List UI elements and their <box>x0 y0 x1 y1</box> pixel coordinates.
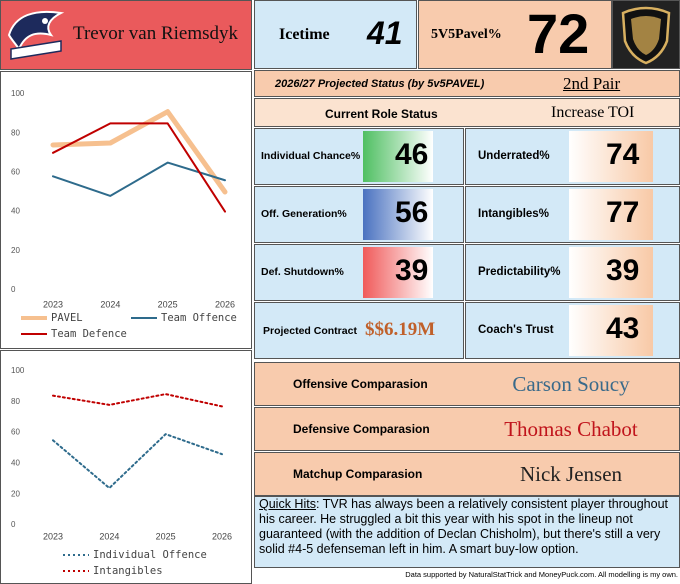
team-logo <box>7 10 65 60</box>
icetime-label: Icetime <box>279 26 330 43</box>
quick-hits-label: Quick Hits <box>259 497 316 511</box>
quick-hits-text: : TVR has always been a relatively consi… <box>259 497 668 556</box>
metric-value: 74 <box>606 138 640 171</box>
series-line <box>52 122 226 213</box>
metric-label: Individual Chance% <box>261 150 361 162</box>
comparison-player: Thomas Chabot <box>504 417 638 441</box>
metric-value: 46 <box>395 138 429 171</box>
comparison-row: Defensive Comparasion Thomas Chabot <box>254 407 680 451</box>
metric-cell: Projected Contract $$6.19M <box>254 302 464 359</box>
y-tick-label: 60 <box>11 428 20 437</box>
contract-value: $$6.19M <box>365 319 436 340</box>
metric-label: Predictability% <box>478 266 561 278</box>
metric-bar <box>569 131 653 182</box>
x-tick-label: 2026 <box>212 531 232 541</box>
metric-label: Coach's Trust <box>478 324 554 336</box>
series-line <box>52 161 226 197</box>
metric-bar <box>363 247 433 298</box>
metric-value: 43 <box>606 312 640 345</box>
metric-cell: Coach's Trust 43 <box>465 302 680 359</box>
quick-hits: Quick Hits: TVR has always been a relati… <box>254 496 680 568</box>
metric-bar <box>363 131 433 182</box>
projection-row: 2026/27 Projected Status (by 5v5PAVEL) 2… <box>254 70 680 97</box>
metric-bar <box>569 189 653 240</box>
metric-bar <box>569 247 653 298</box>
metric-cell: Off. Generation% 56 <box>254 186 464 243</box>
league-logo <box>612 0 680 69</box>
x-tick-label: 2025 <box>156 531 176 541</box>
pavel-value: 72 <box>527 2 590 65</box>
y-tick-label: 80 <box>11 397 20 406</box>
x-tick-label: 2023 <box>43 531 63 541</box>
metric-cell: Intangibles% 77 <box>465 186 680 243</box>
projection-label: 2026/27 Projected Status (by 5v5PAVEL) <box>275 78 485 90</box>
role-row: Current Role Status Increase TOI <box>254 98 680 127</box>
x-tick-label: 2024 <box>100 299 120 309</box>
y-tick-label: 100 <box>11 89 25 98</box>
metric-label: Intangibles% <box>478 208 549 220</box>
y-tick-label: 0 <box>11 520 16 529</box>
x-tick-label: 2025 <box>158 299 178 309</box>
metric-label: Off. Generation% <box>261 208 347 220</box>
y-tick-label: 40 <box>11 207 20 216</box>
metric-value: 39 <box>395 254 429 287</box>
y-tick-label: 0 <box>11 285 16 294</box>
y-tick-label: 100 <box>11 366 25 375</box>
league-shield <box>621 6 671 65</box>
metric-value: 77 <box>606 196 640 229</box>
comparison-label: Defensive Comparasion <box>293 422 430 436</box>
player-name: Trevor van Riemsdyk <box>73 23 239 44</box>
role-label: Current Role Status <box>325 107 438 121</box>
series-line <box>52 433 223 490</box>
legend-label: Team Offence <box>161 312 237 324</box>
comparison-row: Offensive Comparasion Carson Soucy <box>254 362 680 406</box>
chart-panel: 0 20 40 60 80 100 2023 2024 2025 2026 Individual O… <box>0 350 252 584</box>
x-tick-label: 2023 <box>43 299 63 309</box>
x-tick-label: 2024 <box>99 531 119 541</box>
pavel-label: 5V5Pavel% <box>431 27 502 42</box>
comparison-label: Offensive Comparasion <box>293 377 428 391</box>
y-tick-label: 20 <box>11 246 20 255</box>
metric-cell: Underrated% 74 <box>465 128 680 185</box>
legend-label: Intangibles <box>93 565 163 577</box>
projection-value: 2nd Pair <box>563 74 621 93</box>
metric-value: 56 <box>395 196 429 229</box>
metric-label: Underrated% <box>478 150 550 162</box>
legend-label: Individual Offence <box>93 549 207 561</box>
comparison-player: Nick Jensen <box>519 462 623 486</box>
metric-cell: Def. Shutdown% 39 <box>254 244 464 301</box>
chart-panel: 0 20 40 60 80 100 2023 2024 2025 2026 PAVEL Team Of… <box>0 71 252 349</box>
pavel-box: 5V5Pavel% 72 <box>418 0 612 69</box>
metric-label: Def. Shutdown% <box>261 266 344 278</box>
series-line <box>52 393 223 408</box>
role-value: Increase TOI <box>551 104 635 121</box>
comparison-label: Matchup Comparasion <box>293 467 423 481</box>
x-tick-label: 2026 <box>215 299 235 309</box>
metric-value: 39 <box>606 254 640 287</box>
y-tick-label: 60 <box>11 168 20 177</box>
metric-bar <box>363 189 433 240</box>
legend-label: Team Defence <box>51 328 127 340</box>
contract-label: Projected Contract <box>263 325 357 337</box>
comparison-row: Matchup Comparasion Nick Jensen <box>254 452 680 496</box>
series-line <box>50 109 228 195</box>
icetime-box: Icetime 41 <box>254 0 417 69</box>
legend-label: PAVEL <box>51 312 83 324</box>
footer: Data supported by NaturalStatTrick and M… <box>405 570 678 579</box>
metric-bar <box>569 305 653 356</box>
icetime-value: 41 <box>367 15 403 51</box>
metric-cell: Predictability% 39 <box>465 244 680 301</box>
metric-cell: Individual Chance% 46 <box>254 128 464 185</box>
chart: 0 20 40 60 80 100 2023 2024 2025 2026 Individual O… <box>11 366 232 577</box>
comparison-player: Carson Soucy <box>512 372 630 396</box>
y-tick-label: 40 <box>11 459 20 468</box>
chart: 0 20 40 60 80 100 2023 2024 2025 2026 PAVEL Team Of… <box>11 89 237 340</box>
player-header: Trevor van Riemsdyk <box>0 0 252 70</box>
y-tick-label: 20 <box>11 489 20 498</box>
y-tick-label: 80 <box>11 128 20 137</box>
